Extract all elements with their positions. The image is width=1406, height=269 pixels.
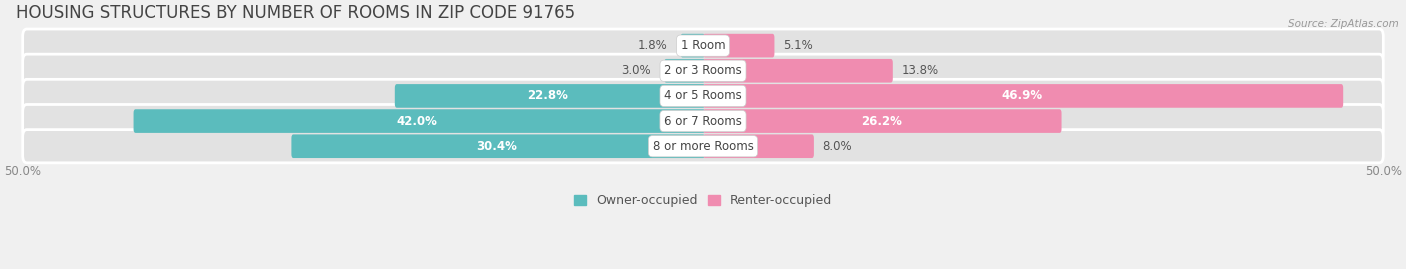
Legend: Owner-occupied, Renter-occupied: Owner-occupied, Renter-occupied	[568, 189, 838, 212]
FancyBboxPatch shape	[134, 109, 704, 133]
Text: 22.8%: 22.8%	[527, 89, 568, 102]
FancyBboxPatch shape	[703, 59, 893, 83]
Text: 8.0%: 8.0%	[823, 140, 852, 153]
FancyBboxPatch shape	[22, 130, 1384, 163]
FancyBboxPatch shape	[22, 104, 1384, 138]
Text: 8 or more Rooms: 8 or more Rooms	[652, 140, 754, 153]
FancyBboxPatch shape	[22, 79, 1384, 112]
Text: 30.4%: 30.4%	[475, 140, 516, 153]
FancyBboxPatch shape	[291, 134, 704, 158]
Text: Source: ZipAtlas.com: Source: ZipAtlas.com	[1288, 19, 1399, 29]
Text: 1 Room: 1 Room	[681, 39, 725, 52]
Text: 6 or 7 Rooms: 6 or 7 Rooms	[664, 115, 742, 128]
Text: 42.0%: 42.0%	[396, 115, 437, 128]
Text: 26.2%: 26.2%	[860, 115, 901, 128]
FancyBboxPatch shape	[703, 84, 1343, 108]
Text: HOUSING STRUCTURES BY NUMBER OF ROOMS IN ZIP CODE 91765: HOUSING STRUCTURES BY NUMBER OF ROOMS IN…	[15, 4, 575, 22]
Text: 1.8%: 1.8%	[638, 39, 668, 52]
FancyBboxPatch shape	[664, 59, 704, 83]
Text: 46.9%: 46.9%	[1001, 89, 1043, 102]
FancyBboxPatch shape	[703, 34, 775, 58]
FancyBboxPatch shape	[22, 29, 1384, 62]
Text: 4 or 5 Rooms: 4 or 5 Rooms	[664, 89, 742, 102]
Text: 2 or 3 Rooms: 2 or 3 Rooms	[664, 64, 742, 77]
FancyBboxPatch shape	[681, 34, 704, 58]
FancyBboxPatch shape	[22, 54, 1384, 87]
FancyBboxPatch shape	[703, 109, 1062, 133]
Text: 3.0%: 3.0%	[621, 64, 651, 77]
FancyBboxPatch shape	[703, 134, 814, 158]
Text: 13.8%: 13.8%	[901, 64, 939, 77]
FancyBboxPatch shape	[395, 84, 704, 108]
Text: 5.1%: 5.1%	[783, 39, 813, 52]
